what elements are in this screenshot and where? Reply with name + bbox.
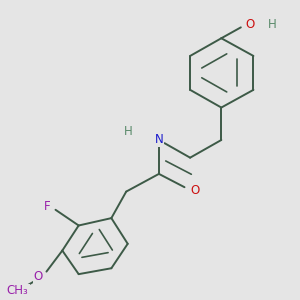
Text: O: O — [34, 270, 43, 283]
Text: H: H — [123, 124, 132, 138]
Text: F: F — [44, 200, 50, 213]
Text: O: O — [245, 19, 254, 32]
Text: N: N — [154, 134, 163, 146]
Text: H: H — [267, 19, 276, 32]
Text: O: O — [190, 184, 200, 196]
Text: CH₃: CH₃ — [7, 284, 28, 298]
